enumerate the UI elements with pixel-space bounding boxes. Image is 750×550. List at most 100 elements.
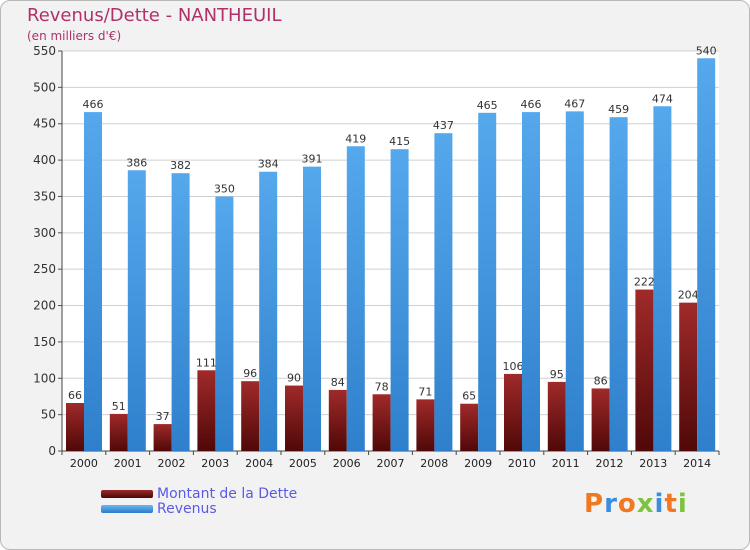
bar-dette-2002 [153, 424, 172, 451]
y-tick-label: 0 [48, 444, 56, 458]
label-dette-2010: 106 [503, 360, 524, 373]
label-dette-2005: 90 [287, 372, 301, 385]
label-dette-2007: 78 [375, 380, 389, 393]
logo-letter: o [617, 489, 637, 519]
logo-letter: t [664, 489, 678, 519]
label-dette-2001: 51 [112, 400, 126, 413]
y-tick-label: 350 [33, 189, 56, 203]
logo-letter: x [636, 489, 655, 519]
chart-title: Revenus/Dette - NANTHEUIL [27, 5, 282, 26]
chart-subtitle: (en milliers d'€) [27, 29, 122, 43]
x-tick-label-2013: 2013 [639, 457, 667, 470]
logo-letter: P [584, 489, 605, 519]
x-tick-label-2011: 2011 [552, 457, 580, 470]
y-tick-label: 550 [33, 44, 56, 58]
bar-dette-2007 [372, 394, 391, 451]
label-dette-2000: 66 [68, 389, 82, 402]
bar-dette-2008 [416, 399, 435, 451]
bar-dette-2005 [285, 385, 303, 451]
bar-dette-2012 [591, 388, 610, 451]
label-revenus-2012: 459 [608, 103, 629, 116]
label-revenus-2006: 419 [345, 132, 366, 145]
bar-dette-2011 [547, 381, 566, 451]
label-dette-2009: 65 [462, 390, 476, 403]
y-tick-label: 450 [33, 117, 56, 131]
x-tick-label-2002: 2002 [158, 457, 186, 470]
label-revenus-2008: 437 [433, 119, 454, 132]
x-tick-label-2003: 2003 [201, 457, 229, 470]
bar-revenus-2010 [522, 112, 540, 451]
bar-revenus-2012 [609, 117, 628, 451]
bar-revenus-2005 [303, 166, 321, 452]
bar-revenus-2001 [127, 170, 146, 452]
bar-dette-2004 [241, 381, 260, 451]
label-revenus-2007: 415 [389, 135, 410, 148]
bar-revenus-2014 [697, 58, 716, 451]
logo-letter: i [677, 489, 688, 519]
label-dette-2013: 222 [634, 276, 655, 289]
label-revenus-2005: 391 [302, 153, 323, 166]
label-revenus-2003: 350 [214, 182, 235, 195]
bar-dette-2003 [197, 370, 216, 451]
logo-letter: r [604, 489, 618, 519]
bar-revenus-2000 [84, 112, 102, 451]
label-revenus-2014: 540 [696, 44, 717, 57]
y-tick-label: 50 [41, 408, 56, 422]
label-revenus-2010: 466 [521, 98, 542, 111]
bar-revenus-2003 [215, 196, 234, 451]
plot-area [62, 51, 719, 451]
label-dette-2011: 95 [550, 368, 564, 381]
bar-dette-2001 [109, 413, 128, 451]
label-revenus-2004: 384 [258, 158, 279, 171]
legend-swatch-revenus [101, 505, 153, 513]
legend-label-revenus: Revenus [157, 501, 217, 517]
bar-revenus-2009 [478, 112, 497, 452]
label-revenus-2001: 386 [126, 156, 147, 169]
y-tick-label: 150 [33, 335, 56, 349]
x-tick-label-2009: 2009 [464, 457, 492, 470]
x-tick-label-2006: 2006 [333, 457, 361, 470]
x-tick-label-2001: 2001 [114, 457, 142, 470]
x-tick-label-2005: 2005 [289, 457, 317, 470]
bar-revenus-2006 [346, 146, 365, 452]
label-revenus-2009: 465 [477, 99, 498, 112]
bar-dette-2000 [66, 403, 84, 451]
legend-label-dette: Montant de la Dette [157, 486, 298, 502]
y-tick-label: 250 [33, 262, 56, 276]
logo-letter: i [654, 489, 665, 519]
label-revenus-2000: 466 [83, 98, 104, 111]
label-dette-2003: 111 [196, 356, 217, 369]
label-dette-2004: 96 [243, 367, 257, 380]
bar-revenus-2002 [171, 173, 190, 451]
y-tick-label: 400 [33, 153, 56, 167]
bar-dette-2006 [328, 389, 347, 451]
label-dette-2006: 84 [331, 376, 345, 389]
label-revenus-2002: 382 [170, 159, 191, 172]
label-dette-2014: 204 [678, 289, 699, 302]
label-dette-2012: 86 [594, 374, 608, 387]
x-tick-label-2012: 2012 [596, 457, 624, 470]
y-tick-label: 200 [33, 299, 56, 313]
x-tick-label-2004: 2004 [245, 457, 273, 470]
bar-revenus-2013 [653, 106, 672, 451]
y-tick-label: 300 [33, 226, 56, 240]
bar-revenus-2004 [259, 171, 278, 451]
x-tick-label-2007: 2007 [377, 457, 405, 470]
x-tick-label-2010: 2010 [508, 457, 536, 470]
bar-dette-2014 [679, 302, 698, 451]
x-tick-label-2008: 2008 [420, 457, 448, 470]
bar-dette-2010 [504, 373, 522, 451]
legend-swatch-dette [101, 490, 153, 498]
bar-revenus-2008 [434, 133, 453, 451]
y-tick-label: 100 [33, 371, 56, 385]
label-dette-2002: 37 [156, 410, 170, 423]
bar-revenus-2007 [390, 149, 409, 451]
bar-dette-2013 [635, 289, 654, 451]
label-revenus-2011: 467 [564, 97, 585, 110]
x-tick-label-2014: 2014 [683, 457, 711, 470]
bar-revenus-2011 [565, 111, 584, 451]
label-dette-2008: 71 [418, 385, 432, 398]
y-tick-label: 500 [33, 80, 56, 94]
